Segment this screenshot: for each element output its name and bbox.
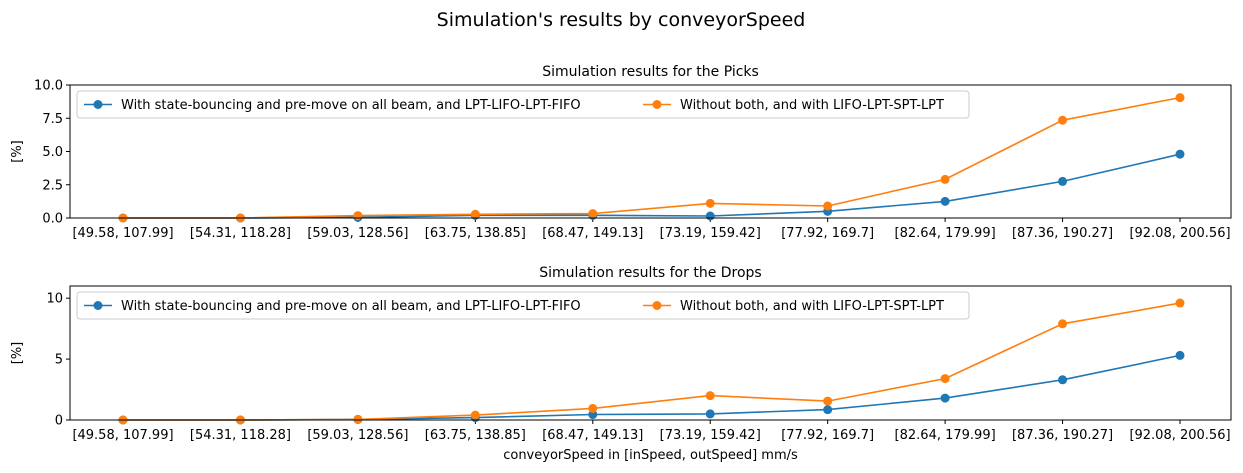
drops-xtick-label: [59.03, 128.56]	[307, 428, 408, 443]
picks-xtick-label: [87.36, 190.27]	[1012, 226, 1113, 241]
picks-series-1-point	[705, 211, 715, 221]
picks-xtick-label: [82.64, 179.99]	[895, 226, 996, 241]
drops-series-2-point	[1058, 319, 1068, 329]
picks-legend-marker-2	[652, 100, 662, 109]
picks-title: Simulation results for the Picks	[542, 64, 759, 80]
drops-ylabel: [%]	[10, 342, 25, 365]
picks-series-1-point	[1175, 149, 1185, 159]
picks-xtick-label: [73.19, 159.42]	[660, 226, 761, 241]
picks-series-2-line	[123, 96, 1181, 219]
drops-xtick-label: [77.92, 169.7]	[781, 428, 874, 443]
drops-legend-box	[76, 291, 970, 320]
picks-series-2-point	[353, 211, 363, 221]
picks-legend-label-2: Without both, and with LIFO-LPT-SPT-LPT	[680, 98, 944, 113]
picks-series-2-point	[588, 209, 598, 219]
picks-ytick-label: 0.0	[42, 212, 63, 227]
picks-legend: With state-bouncing and pre-move on all …	[76, 90, 970, 119]
drops-series-1-point	[940, 393, 950, 403]
drops-legend-marker-1	[93, 301, 103, 310]
drops-legend-label-1: With state-bouncing and pre-move on all …	[121, 299, 581, 314]
picks-series-2-point	[940, 174, 950, 184]
drops-xtick-label: [68.47, 149.13]	[542, 428, 643, 443]
drops-series-2-point	[1175, 298, 1185, 308]
drops-xlabel: conveyorSpeed in [inSpeed, outSpeed] mm/…	[503, 448, 798, 463]
drops-series-2-point	[353, 414, 363, 424]
drops-series-2-point	[823, 396, 833, 406]
picks-series-2-point	[470, 209, 480, 219]
drops-xtick-label: [92.08, 200.56]	[1129, 428, 1230, 443]
drops-ytick-label: 0	[55, 414, 63, 429]
picks-series-2-point	[705, 198, 715, 208]
drops-xtick-label: [82.64, 179.99]	[895, 428, 996, 443]
figure-suptitle: Simulation's results by conveyorSpeed	[437, 9, 806, 31]
drops-title: Simulation results for the Drops	[539, 265, 761, 281]
drops-chart: Simulation results for the Drops [%] 0 5 10 […	[10, 265, 1232, 463]
drops-series-1-point	[823, 405, 833, 415]
drops-series-2-point	[705, 391, 715, 401]
drops-series-2-line	[123, 302, 1181, 421]
drops-xtick-label: [63.75, 138.85]	[425, 428, 526, 443]
drops-xtick-label: [87.36, 190.27]	[1012, 428, 1113, 443]
drops-ytick-label: 10	[46, 292, 63, 307]
picks-legend-box	[76, 90, 970, 119]
picks-chart: Simulation results for the Picks [%] 0.0 2.…	[10, 64, 1232, 241]
picks-xtick-label: [49.58, 107.99]	[72, 226, 173, 241]
picks-xtick-label: [92.08, 200.56]	[1129, 226, 1230, 241]
drops-legend-label-2: Without both, and with LIFO-LPT-SPT-LPT	[680, 299, 944, 314]
picks-axes-frame	[69, 84, 1232, 219]
picks-legend-label-1: With state-bouncing and pre-move on all …	[121, 98, 581, 113]
picks-series-1-point	[940, 196, 950, 206]
picks-xtick-label: [54.31, 118.28]	[190, 226, 291, 241]
drops-series-1-line	[123, 354, 1181, 421]
picks-series-2-point	[1175, 93, 1185, 103]
drops-series-2-point	[470, 410, 480, 420]
drops-xtick-label: [73.19, 159.42]	[660, 428, 761, 443]
picks-series-2-point	[1058, 115, 1068, 125]
drops-xtick-label: [49.58, 107.99]	[72, 428, 173, 443]
picks-ytick-label: 10.0	[34, 79, 63, 94]
picks-legend-marker-1	[93, 100, 103, 109]
picks-ytick-label: 2.5	[42, 178, 63, 193]
drops-series-2-point	[588, 403, 598, 413]
picks-xtick-label: [68.47, 149.13]	[542, 226, 643, 241]
drops-series-1-point	[1058, 375, 1068, 385]
drops-legend: With state-bouncing and pre-move on all …	[76, 291, 970, 320]
picks-ylabel: [%]	[10, 140, 25, 163]
drops-axes-frame	[69, 285, 1232, 421]
drops-series-1-point	[705, 409, 715, 419]
picks-ytick-label: 5.0	[42, 145, 63, 160]
picks-series-2-point	[823, 201, 833, 211]
picks-series-1-point	[1058, 176, 1068, 186]
drops-legend-marker-2	[652, 301, 662, 310]
drops-series-1-point	[1175, 350, 1185, 360]
picks-xtick-label: [59.03, 128.56]	[307, 226, 408, 241]
picks-xtick-label: [63.75, 138.85]	[425, 226, 526, 241]
picks-xtick-label: [77.92, 169.7]	[781, 226, 874, 241]
drops-xtick-label: [54.31, 118.28]	[190, 428, 291, 443]
picks-ytick-label: 7.5	[42, 112, 63, 127]
drops-ytick-label: 5	[55, 353, 63, 368]
drops-series-2-point	[940, 374, 950, 384]
